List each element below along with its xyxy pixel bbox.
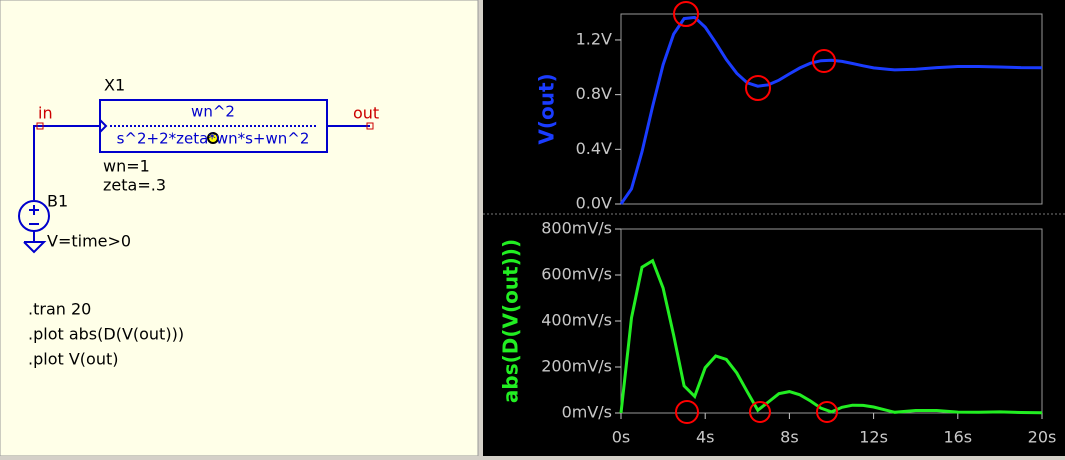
numerator: wn^2 [191, 103, 235, 121]
x-tick-label: 0s [612, 428, 631, 447]
y-tick-label: 200mV/s [541, 357, 612, 376]
schematic-panel [0, 0, 479, 457]
y-tick-label: 800mV/s [541, 219, 612, 238]
directive: .plot V(out) [28, 350, 118, 369]
y-tick-label: 0.0V [576, 194, 612, 213]
ground [23, 241, 47, 254]
net-flag [36, 122, 44, 130]
marker [816, 401, 838, 423]
marker [745, 75, 771, 101]
marker [749, 401, 771, 423]
marker [675, 400, 699, 424]
y-tick-label: 400mV/s [541, 311, 612, 330]
y-tick-label: 600mV/s [541, 265, 612, 284]
y-axis-label: V(out) [535, 73, 559, 144]
param: wn=1 [103, 157, 150, 176]
input-pin [99, 119, 108, 133]
trace [619, 15, 1043, 205]
waveform-panel [483, 0, 1065, 456]
source-name: B1 [47, 192, 68, 211]
cursor-markers [673, 1, 838, 424]
marker [673, 1, 699, 27]
x-tick-label: 4s [696, 428, 715, 447]
net-flag [366, 122, 374, 130]
instance-name: X1 [104, 76, 125, 95]
net-label: out [353, 104, 379, 123]
directive: .tran 20 [28, 300, 91, 319]
x-tick-label: 12s [859, 428, 888, 447]
y-axis-label: abs(D(V(out))) [499, 239, 523, 403]
x-tick-label: 20s [1028, 428, 1057, 447]
y-tick-label: 0mV/s [562, 403, 612, 422]
plots: 0.0V 0.4V 0.8V 1.2V V(out) 0mV/s 200mV/s 400mV/… [499, 13, 1057, 447]
schematic-shapes [18, 99, 370, 254]
denominator: s^2+2*zeta*wn*s+wn^2 [117, 130, 310, 148]
source-value: V=time>0 [47, 232, 131, 251]
y-tick-label: 0.4V [576, 139, 612, 158]
directive: .plot abs(D(V(out))) [28, 325, 184, 344]
marker [812, 49, 836, 73]
param: zeta=.3 [103, 176, 166, 195]
y-tick-label: 1.2V [576, 29, 612, 48]
wire [33, 125, 100, 200]
x-tick-label: 8s [780, 428, 799, 447]
cursor [207, 132, 219, 144]
net-label: in [38, 104, 53, 123]
plot-frame [620, 13, 1043, 205]
trace [619, 258, 1043, 415]
x-tick-label: 16s [943, 428, 972, 447]
y-tick-label: 0.8V [576, 84, 612, 103]
